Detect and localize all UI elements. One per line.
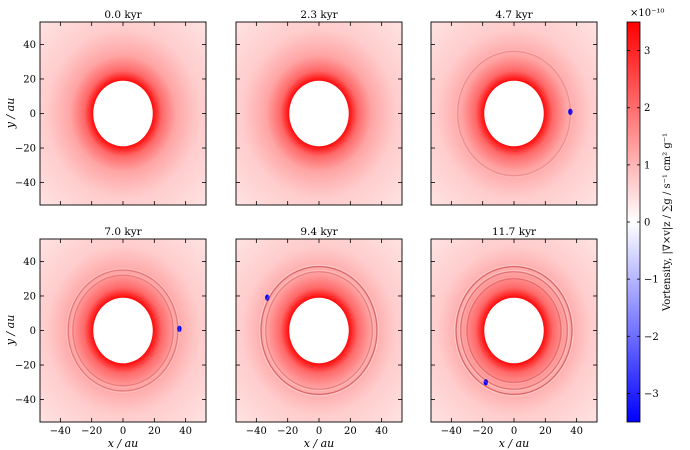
vortex-point — [177, 325, 182, 332]
x-tick-label: −40 — [50, 426, 71, 437]
vortensity-ring — [460, 271, 568, 390]
vortensity-ring — [466, 278, 562, 383]
panel-title: 9.4 kyr — [300, 226, 338, 238]
x-axis-label: x / au — [304, 437, 335, 450]
y-tick-label: −40 — [15, 395, 36, 406]
y-axis-label-top: y / au — [4, 98, 17, 130]
x-tick-label: −20 — [277, 426, 298, 437]
x-tick-label: 40 — [570, 426, 583, 437]
vortensity-ring — [260, 266, 378, 395]
x-axis-label: x / au — [108, 437, 139, 450]
vortensity-ring — [455, 266, 573, 395]
y-tick-label: 0 — [30, 109, 36, 120]
colorbar-tick-label: −3 — [644, 389, 659, 400]
colorbar-tick-label: −2 — [644, 332, 659, 343]
y-tick-label: −20 — [15, 361, 36, 372]
inner-hole — [289, 80, 349, 147]
panel-title: 2.3 kyr — [300, 9, 338, 21]
panel-title: 7.0 kyr — [104, 226, 142, 238]
panel-11-7-kyr: −40 −20 0 20 40 11.7 kyr x / au — [430, 226, 598, 450]
colorbar-tick-label: −1 — [644, 275, 659, 286]
panel-title: 11.7 kyr — [492, 226, 537, 238]
x-axis-label: x / au — [499, 437, 530, 450]
panel-heatmap — [236, 22, 402, 205]
colorbar-label: Vortensity, |∇×v|z / ∑g / s⁻¹ cm² g⁻¹ — [662, 133, 673, 312]
panel-9-4-kyr: −40 −20 0 20 40 9.4 kyr x / au — [235, 226, 403, 450]
colorbar-tick-label: 0 — [644, 218, 650, 229]
y-tick-label: 0 — [30, 326, 36, 337]
vortensity-ring — [265, 271, 373, 390]
x-tick-label: 20 — [344, 426, 357, 437]
y-tick-label: 20 — [23, 74, 36, 85]
inner-hole — [93, 297, 153, 364]
x-tick-label: −20 — [81, 426, 102, 437]
vortensity-ring — [457, 50, 571, 177]
vortensity-ring-edge — [259, 264, 379, 397]
panel-heatmap — [40, 22, 206, 205]
vortensity-ring — [67, 269, 179, 392]
panel-heatmap — [431, 22, 597, 205]
colorbar: ×10⁻¹⁰ Vortensity, |∇×v|z / ∑g / s⁻¹ cm²… — [626, 8, 673, 423]
y-axis-label-bottom: y / au — [4, 315, 17, 347]
inner-hole — [484, 80, 544, 147]
y-tick-label: 20 — [23, 291, 36, 302]
x-tick-label: 0 — [511, 426, 517, 437]
vortex-point — [568, 108, 573, 115]
vortensity-ring-edge — [455, 49, 573, 178]
vortex-point — [483, 379, 489, 386]
panel-title: 4.7 kyr — [495, 9, 533, 21]
y-tick-label: −20 — [15, 144, 36, 155]
panel-heatmap — [40, 239, 206, 422]
panel-heatmap — [236, 239, 402, 422]
vortensity-ring-edge — [263, 269, 375, 392]
vortensity-ring-edge — [465, 276, 563, 385]
panel-heatmap — [431, 239, 597, 422]
colorbar-multiplier: ×10⁻¹⁰ — [630, 8, 664, 19]
x-tick-label: 0 — [316, 426, 322, 437]
vortensity-ring-edge — [66, 268, 180, 393]
colorbar-tick-label: 2 — [644, 103, 650, 114]
vortensity-ring-edge — [70, 273, 176, 388]
y-tick-label: 40 — [23, 257, 36, 268]
x-tick-label: 40 — [375, 426, 388, 437]
x-tick-label: 40 — [179, 426, 192, 437]
x-tick-label: −40 — [246, 426, 267, 437]
panel-2-3-kyr: 2.3 kyr — [235, 9, 403, 206]
vortensity-ring-edge — [458, 269, 570, 392]
y-tick-label: −40 — [15, 178, 36, 189]
x-tick-label: 20 — [539, 426, 552, 437]
x-tick-label: −40 — [441, 426, 462, 437]
panel-title: 0.0 kyr — [104, 9, 142, 21]
y-tick-label: 40 — [23, 40, 36, 51]
inner-hole — [484, 297, 544, 364]
colorbar-tick-label: 3 — [644, 46, 650, 57]
colorbar-tick-label: 1 — [644, 160, 650, 171]
inner-hole — [93, 80, 153, 147]
inner-hole — [289, 297, 349, 364]
panel-7-0-kyr: −40 −20 0 20 40 −40 −20 0 20 40 7.0 kyr x / au — [15, 226, 207, 450]
x-tick-label: 20 — [148, 426, 161, 437]
x-tick-label: 0 — [120, 426, 126, 437]
panel-0-0-kyr: −40 −20 0 20 40 0.0 kyr — [15, 9, 207, 206]
x-tick-label: −20 — [472, 426, 493, 437]
panel-4-7-kyr: 4.7 kyr — [430, 9, 598, 206]
vortensity-ring — [72, 274, 174, 387]
vortensity-ring-edge — [454, 264, 574, 397]
